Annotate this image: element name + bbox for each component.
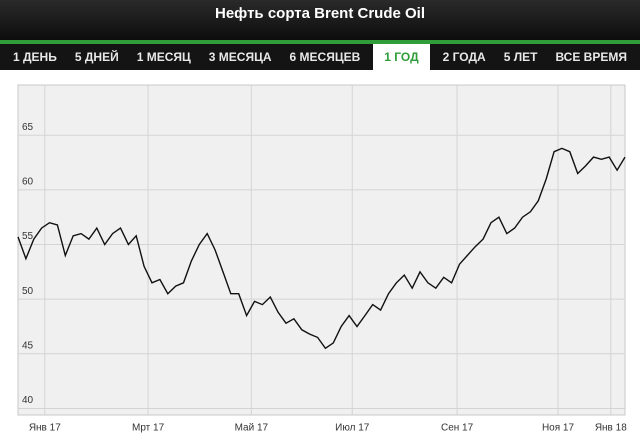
y-tick-label: 60 [22,177,34,188]
plot-area [17,84,626,416]
x-tick-label: Янв 18 [595,423,627,434]
y-tick-label: 55 [22,231,34,242]
tab-bar: 1 ДЕНЬ 5 ДНЕЙ 1 МЕСЯЦ 3 МЕСЯЦА 6 МЕСЯЦЕВ 1 ГО… [0,44,640,70]
x-tick-label: Май 17 [235,423,269,434]
tab[interactable]: ВСЕ ВРЕМЯ [555,50,627,64]
tab[interactable]: 3 МЕСЯЦА [208,50,272,64]
y-tick-label: 45 [22,340,34,351]
tab[interactable]: 6 МЕСЯЦЕВ [289,50,361,64]
chart: 40 45 50 55 60 65 Янв 17 Мрт 17 Май 17 Июл 17 Сен … [17,84,627,434]
x-tick-label: Сен 17 [441,423,474,434]
accent-strip [0,40,640,44]
x-tick-label: Июл 17 [335,423,370,434]
header: Нефть сорта Brent Crude Oil [0,0,640,40]
tab[interactable]: 5 ДНЕЙ [74,50,119,64]
x-tick-label: Мрт 17 [132,423,165,434]
title: Нефть сорта Brent Crude Oil [214,5,425,22]
tab[interactable]: 1 МЕСЯЦ [136,50,191,64]
y-tick-label: 65 [22,122,34,133]
tab[interactable]: 5 ЛЕТ [503,50,538,64]
tab[interactable]: 1 ГОД [373,44,430,70]
y-tick-label: 40 [22,395,34,406]
price-line [17,147,626,350]
x-tick-label: Янв 17 [29,423,61,434]
y-tick-label: 50 [22,286,34,297]
tab[interactable]: 2 ГОДА [442,50,486,64]
x-tick-label: Ноя 17 [542,423,575,434]
tab[interactable]: 1 ДЕНЬ [13,50,57,64]
